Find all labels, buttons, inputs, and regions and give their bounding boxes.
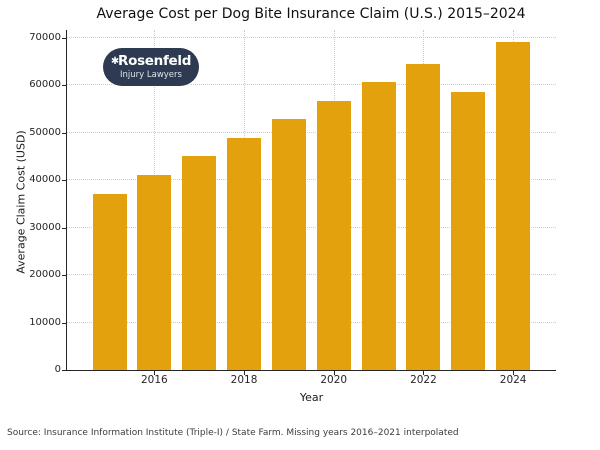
y-tick-label: 40000 [29, 174, 61, 186]
y-tick-label: 0 [54, 364, 61, 375]
y-tick-label: 70000 [29, 32, 61, 43]
x-tick-mark [333, 371, 335, 375]
x-tick-mark [244, 371, 246, 375]
chart-title: Average Cost per Dog Bite Insurance Clai… [96, 6, 526, 22]
logo-name-text: Rosenfeld [118, 53, 192, 69]
gridline-y-70000 [67, 37, 556, 38]
y-tick-mark [62, 275, 66, 277]
y-tick-mark [62, 38, 66, 39]
bar-2019 [271, 119, 306, 370]
gridline-y-20000 [67, 274, 556, 276]
star-icon: ✱ [110, 56, 119, 67]
y-axis-spine [66, 30, 68, 371]
bar-2017 [182, 156, 217, 370]
x-tick-label: 2020 [320, 374, 348, 386]
y-tick-mark [62, 322, 66, 324]
x-axis-spine [66, 370, 556, 372]
y-tick-label: 20000 [29, 269, 61, 281]
x-axis-label: Year [299, 391, 324, 404]
y-tick-mark [62, 227, 66, 229]
y-tick-label: 60000 [29, 79, 61, 91]
x-tick-label: 2022 [410, 374, 437, 386]
bar-2020 [316, 100, 351, 370]
gridline-y-40000 [67, 179, 556, 181]
plot-area [67, 30, 556, 370]
bar-2016 [137, 175, 172, 370]
y-tick-mark [62, 132, 66, 134]
y-tick-label: 30000 [29, 221, 61, 233]
gridline-y-30000 [67, 226, 556, 228]
gridline-y-60000 [67, 84, 556, 86]
gridline-y-10000 [67, 321, 556, 323]
bar-2024 [496, 41, 531, 370]
x-tick-label: 2018 [230, 374, 258, 386]
x-tick-mark [423, 371, 425, 375]
x-tick-label: 2024 [499, 374, 527, 386]
y-tick-mark [62, 370, 66, 371]
y-tick-label: 50000 [29, 126, 61, 138]
bar-2021 [361, 82, 396, 370]
bar-2023 [451, 92, 486, 370]
y-tick-mark [62, 180, 66, 182]
gridline-y-50000 [67, 131, 556, 133]
y-axis-label: Average Claim Cost (USD) [14, 130, 28, 274]
source-note: Source: Insurance Information Institute … [7, 428, 459, 438]
bar-2018 [227, 137, 262, 370]
x-tick-mark [154, 371, 156, 375]
bar-2015 [92, 193, 127, 370]
rosenfeld-logo: ✱Rosenfeld Injury Lawyers [103, 48, 199, 86]
y-tick-label: 10000 [29, 316, 61, 328]
logo-tagline: Injury Lawyers [120, 70, 182, 80]
x-tick-label: 2016 [140, 374, 168, 386]
logo-wordmark: ✱Rosenfeld [111, 54, 191, 69]
bar-2022 [406, 63, 441, 370]
y-tick-mark [62, 85, 66, 87]
x-tick-mark [513, 371, 515, 375]
